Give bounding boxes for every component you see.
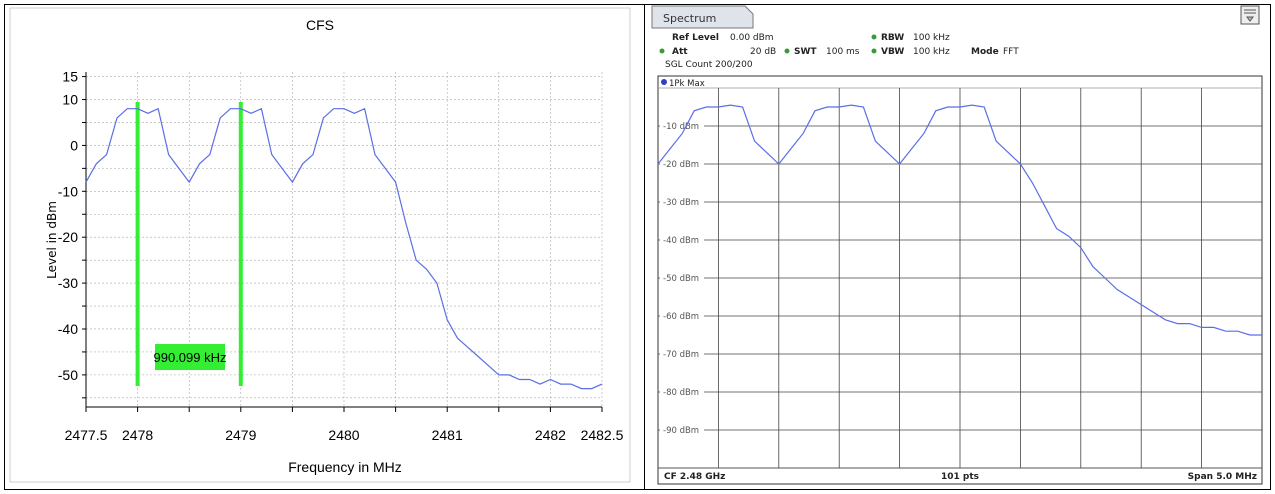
bandwidth-annotation-label: 990.099 kHz: [154, 350, 227, 365]
mode-label: Mode: [971, 47, 999, 57]
y-tick-label-bg: [660, 120, 704, 131]
x-tick-label: 2480: [328, 427, 359, 443]
y-tick-label-bg: [660, 348, 704, 359]
figure-frame: [4, 4, 1271, 490]
cfs-markers: [135, 102, 243, 386]
y-tick-label: -50 dBm: [663, 274, 699, 284]
spectrum-tab[interactable]: [651, 5, 754, 29]
swt-indicator-dot: [784, 48, 790, 54]
y-tick-label: -70 dBm: [663, 350, 699, 360]
y-tick-label: -40 dBm: [663, 236, 699, 246]
dropdown-icon: [1244, 9, 1256, 22]
rbw-label: RBW: [881, 33, 904, 43]
bandwidth-annotation-box: [155, 344, 225, 370]
spectrum-y-ticks: -10 dBm -20 dBm -30 dBm -40 dBm -50 dBm -60 d…: [660, 120, 704, 436]
cfs-x-ticks: 2477.5 2478 2479 2480 2481 2482 2482.5: [65, 427, 624, 443]
rbw-value: 100 kHz: [913, 33, 950, 43]
y-tick-label-bg: [660, 386, 704, 397]
cfs-axes: [82, 72, 603, 412]
att-indicator-dot: [659, 48, 665, 54]
y-tick-label-bg: [660, 424, 704, 435]
y-tick-label: 15: [62, 69, 78, 85]
cfs-grid: [85, 72, 603, 407]
x-tick-label: 2477.5: [65, 427, 108, 443]
spectrum-footer: CF 2.48 GHz 101 pts Span 5.0 MHz: [664, 472, 1257, 482]
x-tick-label: 2482: [535, 427, 566, 443]
trace-indicator-dot: [661, 79, 667, 85]
settings-header: Ref Level 0.00 dBm RBW 100 kHz Att 20 dB…: [659, 33, 1019, 70]
y-tick-label: -90 dBm: [663, 426, 699, 436]
y-tick-label: -50: [58, 367, 78, 383]
x-tick-label: 2482.5: [581, 427, 624, 443]
y-tick-label: 0: [70, 137, 78, 153]
att-value: 20 dB: [750, 47, 776, 57]
cfs-trace-line: [85, 107, 603, 390]
y-tick-label-bg: [660, 234, 704, 245]
spectrum-grid: [658, 88, 1262, 468]
att-label: Att: [672, 47, 688, 57]
y-tick-label: -60 dBm: [663, 312, 699, 322]
span-value: Span 5.0 MHz: [1188, 472, 1257, 482]
rbw-indicator-dot: [871, 34, 877, 40]
swt-value: 100 ms: [826, 47, 860, 57]
x-tick-label: 2479: [225, 427, 256, 443]
y-tick-label-bg: [660, 272, 704, 283]
y-tick-label: -30 dBm: [663, 198, 699, 208]
trace-label: 1Pk Max: [669, 79, 705, 89]
y-tick-label: -80 dBm: [663, 388, 699, 398]
y-tick-label: -20: [58, 229, 78, 245]
y-tick-label: -20 dBm: [663, 160, 699, 170]
sgl-count: SGL Count 200/200: [665, 60, 753, 70]
cfs-x-axis-label: Frequency in MHz: [288, 459, 402, 475]
ref-level-label: Ref Level: [672, 33, 719, 43]
y-tick-label: -40: [58, 321, 78, 337]
x-tick-label: 2478: [122, 427, 153, 443]
y-tick-label: -30: [58, 275, 78, 291]
cfs-y-axis-label: Level in dBm: [45, 201, 59, 279]
y-tick-label: -10 dBm: [663, 122, 699, 132]
swt-label: SWT: [794, 47, 817, 57]
y-tick-label-bg: [660, 310, 704, 321]
spectrum-trace-line: [657, 104, 1262, 336]
y-tick-label: -10: [58, 183, 78, 199]
spectrum-tab-label: Spectrum: [663, 12, 716, 25]
mode-value: FFT: [1003, 47, 1019, 57]
panel-divider: [644, 4, 645, 490]
ref-level-value: 0.00 dBm: [730, 33, 774, 43]
y-tick-label: 10: [62, 92, 78, 108]
center-frequency: CF 2.48 GHz: [664, 472, 725, 482]
cfs-chart-title: CFS: [306, 17, 334, 33]
vbw-indicator-dot: [871, 48, 877, 54]
cfs-chart-panel: [9, 7, 631, 483]
vbw-label: VBW: [881, 47, 904, 57]
vbw-value: 100 kHz: [913, 47, 950, 57]
y-tick-label-bg: [660, 158, 704, 169]
y-tick-label-bg: [660, 196, 704, 207]
x-tick-label: 2481: [432, 427, 463, 443]
points-count: 101 pts: [941, 472, 979, 482]
cfs-y-ticks: 15 10 0 -10 -20 -30 -40 -50: [58, 69, 78, 383]
